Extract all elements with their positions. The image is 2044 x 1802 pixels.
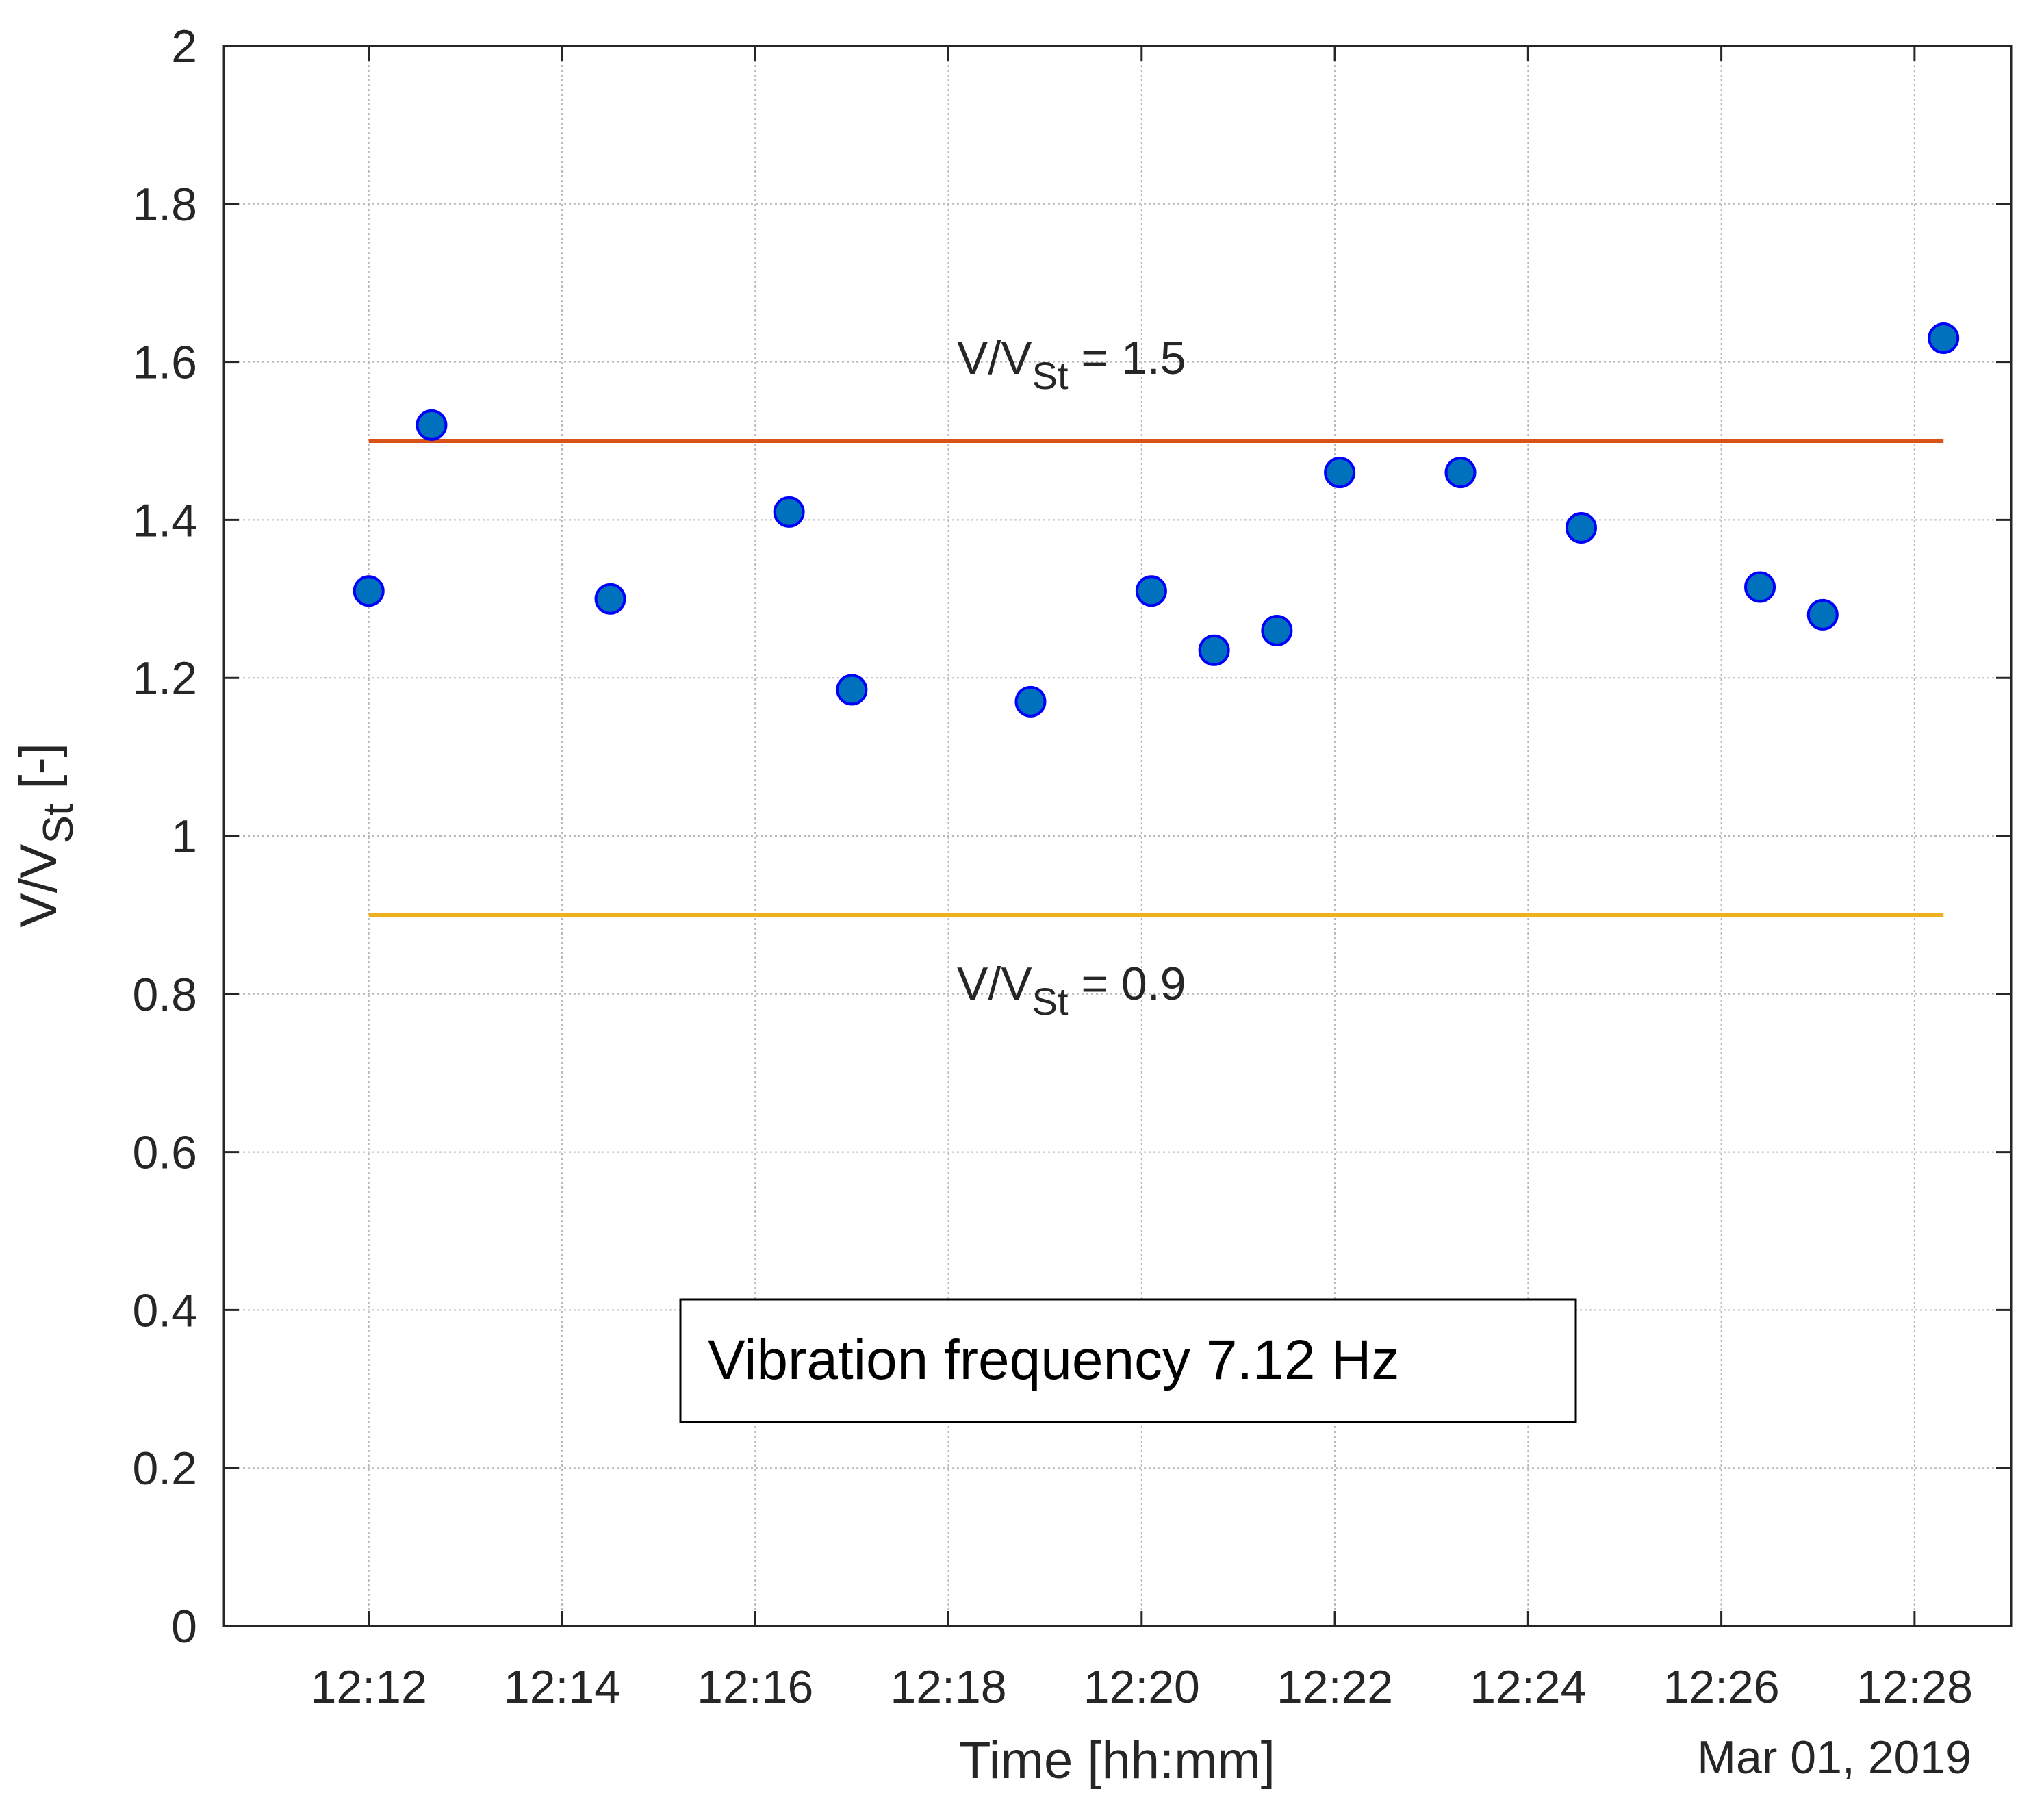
data-point bbox=[1198, 634, 1230, 666]
annotation-text: Vibration frequency 7.12 Hz bbox=[708, 1329, 1399, 1391]
data-point bbox=[1014, 685, 1047, 718]
y-tick-label: 0.2 bbox=[132, 1443, 197, 1495]
lower-line-label-suffix: = 0.9 bbox=[1069, 958, 1186, 1010]
y-tick-labels: 0 0.2 0.4 0.6 0.8 1 1.2 1.4 1.6 1.8 2 bbox=[132, 21, 197, 1653]
y-tick-label: 0.8 bbox=[132, 969, 197, 1021]
y-tick-label: 0 bbox=[171, 1601, 197, 1653]
data-point bbox=[1261, 614, 1293, 646]
x-tick-label: 12:18 bbox=[890, 1661, 1006, 1713]
annotation-box bbox=[679, 1298, 1577, 1423]
data-point bbox=[1324, 457, 1356, 489]
data-point bbox=[1744, 571, 1776, 603]
data-point bbox=[1565, 511, 1597, 544]
lower-line-label-main: V/V bbox=[957, 958, 1032, 1010]
data-point bbox=[416, 409, 448, 441]
data-point bbox=[1444, 457, 1477, 489]
y-tick-label: 1 bbox=[171, 811, 197, 863]
lower-line-label-sub: St bbox=[1032, 980, 1069, 1023]
x-tick-label: 12:28 bbox=[1856, 1661, 1973, 1713]
data-point bbox=[594, 583, 626, 615]
x-tick-labels: 12:12 12:14 12:16 12:18 12:20 12:22 12:24 12:26… bbox=[311, 1661, 1973, 1713]
data-point bbox=[773, 496, 805, 528]
data-point bbox=[1928, 322, 1960, 354]
x-tick-label: 12:24 bbox=[1470, 1661, 1586, 1713]
data-points bbox=[353, 322, 1960, 718]
x-tick-label: 12:20 bbox=[1084, 1661, 1200, 1713]
upper-line-label-sub: St bbox=[1032, 354, 1069, 397]
x-tick-label: 12:26 bbox=[1663, 1661, 1780, 1713]
tick-marks bbox=[224, 45, 2011, 1627]
y-tick-label: 1.2 bbox=[132, 652, 197, 705]
upper-line-label-main: V/V bbox=[957, 332, 1032, 384]
y-tick-label: 1.4 bbox=[132, 494, 197, 546]
lower-line-label: V/VSt = 0.9 bbox=[957, 958, 1186, 1023]
y-tick-label: 0.6 bbox=[132, 1127, 197, 1179]
data-point bbox=[1135, 575, 1167, 607]
x-tick-label: 12:16 bbox=[697, 1661, 813, 1713]
date-label: Mar 01, 2019 bbox=[1697, 1731, 1971, 1784]
grid-lines bbox=[224, 46, 2011, 1626]
data-point bbox=[836, 674, 868, 706]
upper-line-label-suffix: = 1.5 bbox=[1069, 332, 1186, 384]
y-tick-label: 1.8 bbox=[132, 179, 197, 231]
upper-line-label: V/VSt = 1.5 bbox=[957, 332, 1186, 397]
y-tick-label: 0.4 bbox=[132, 1284, 197, 1336]
y-axis-title-sub: St bbox=[35, 804, 82, 844]
x-tick-label: 12:14 bbox=[504, 1661, 620, 1713]
x-axis-title: Time [hh:mm] bbox=[959, 1731, 1275, 1790]
y-tick-label: 2 bbox=[171, 21, 197, 73]
y-axis-title-main: V/V bbox=[10, 843, 68, 928]
y-axis-title: V/VSt [-] bbox=[10, 743, 82, 928]
reference-lines bbox=[368, 439, 1944, 917]
y-tick-label: 1.6 bbox=[132, 337, 197, 389]
data-point bbox=[353, 575, 385, 607]
y-axis-title-suffix: [-] bbox=[10, 743, 68, 804]
x-tick-label: 12:22 bbox=[1277, 1661, 1393, 1713]
data-point bbox=[1806, 598, 1839, 631]
x-tick-label: 12:12 bbox=[311, 1661, 427, 1713]
